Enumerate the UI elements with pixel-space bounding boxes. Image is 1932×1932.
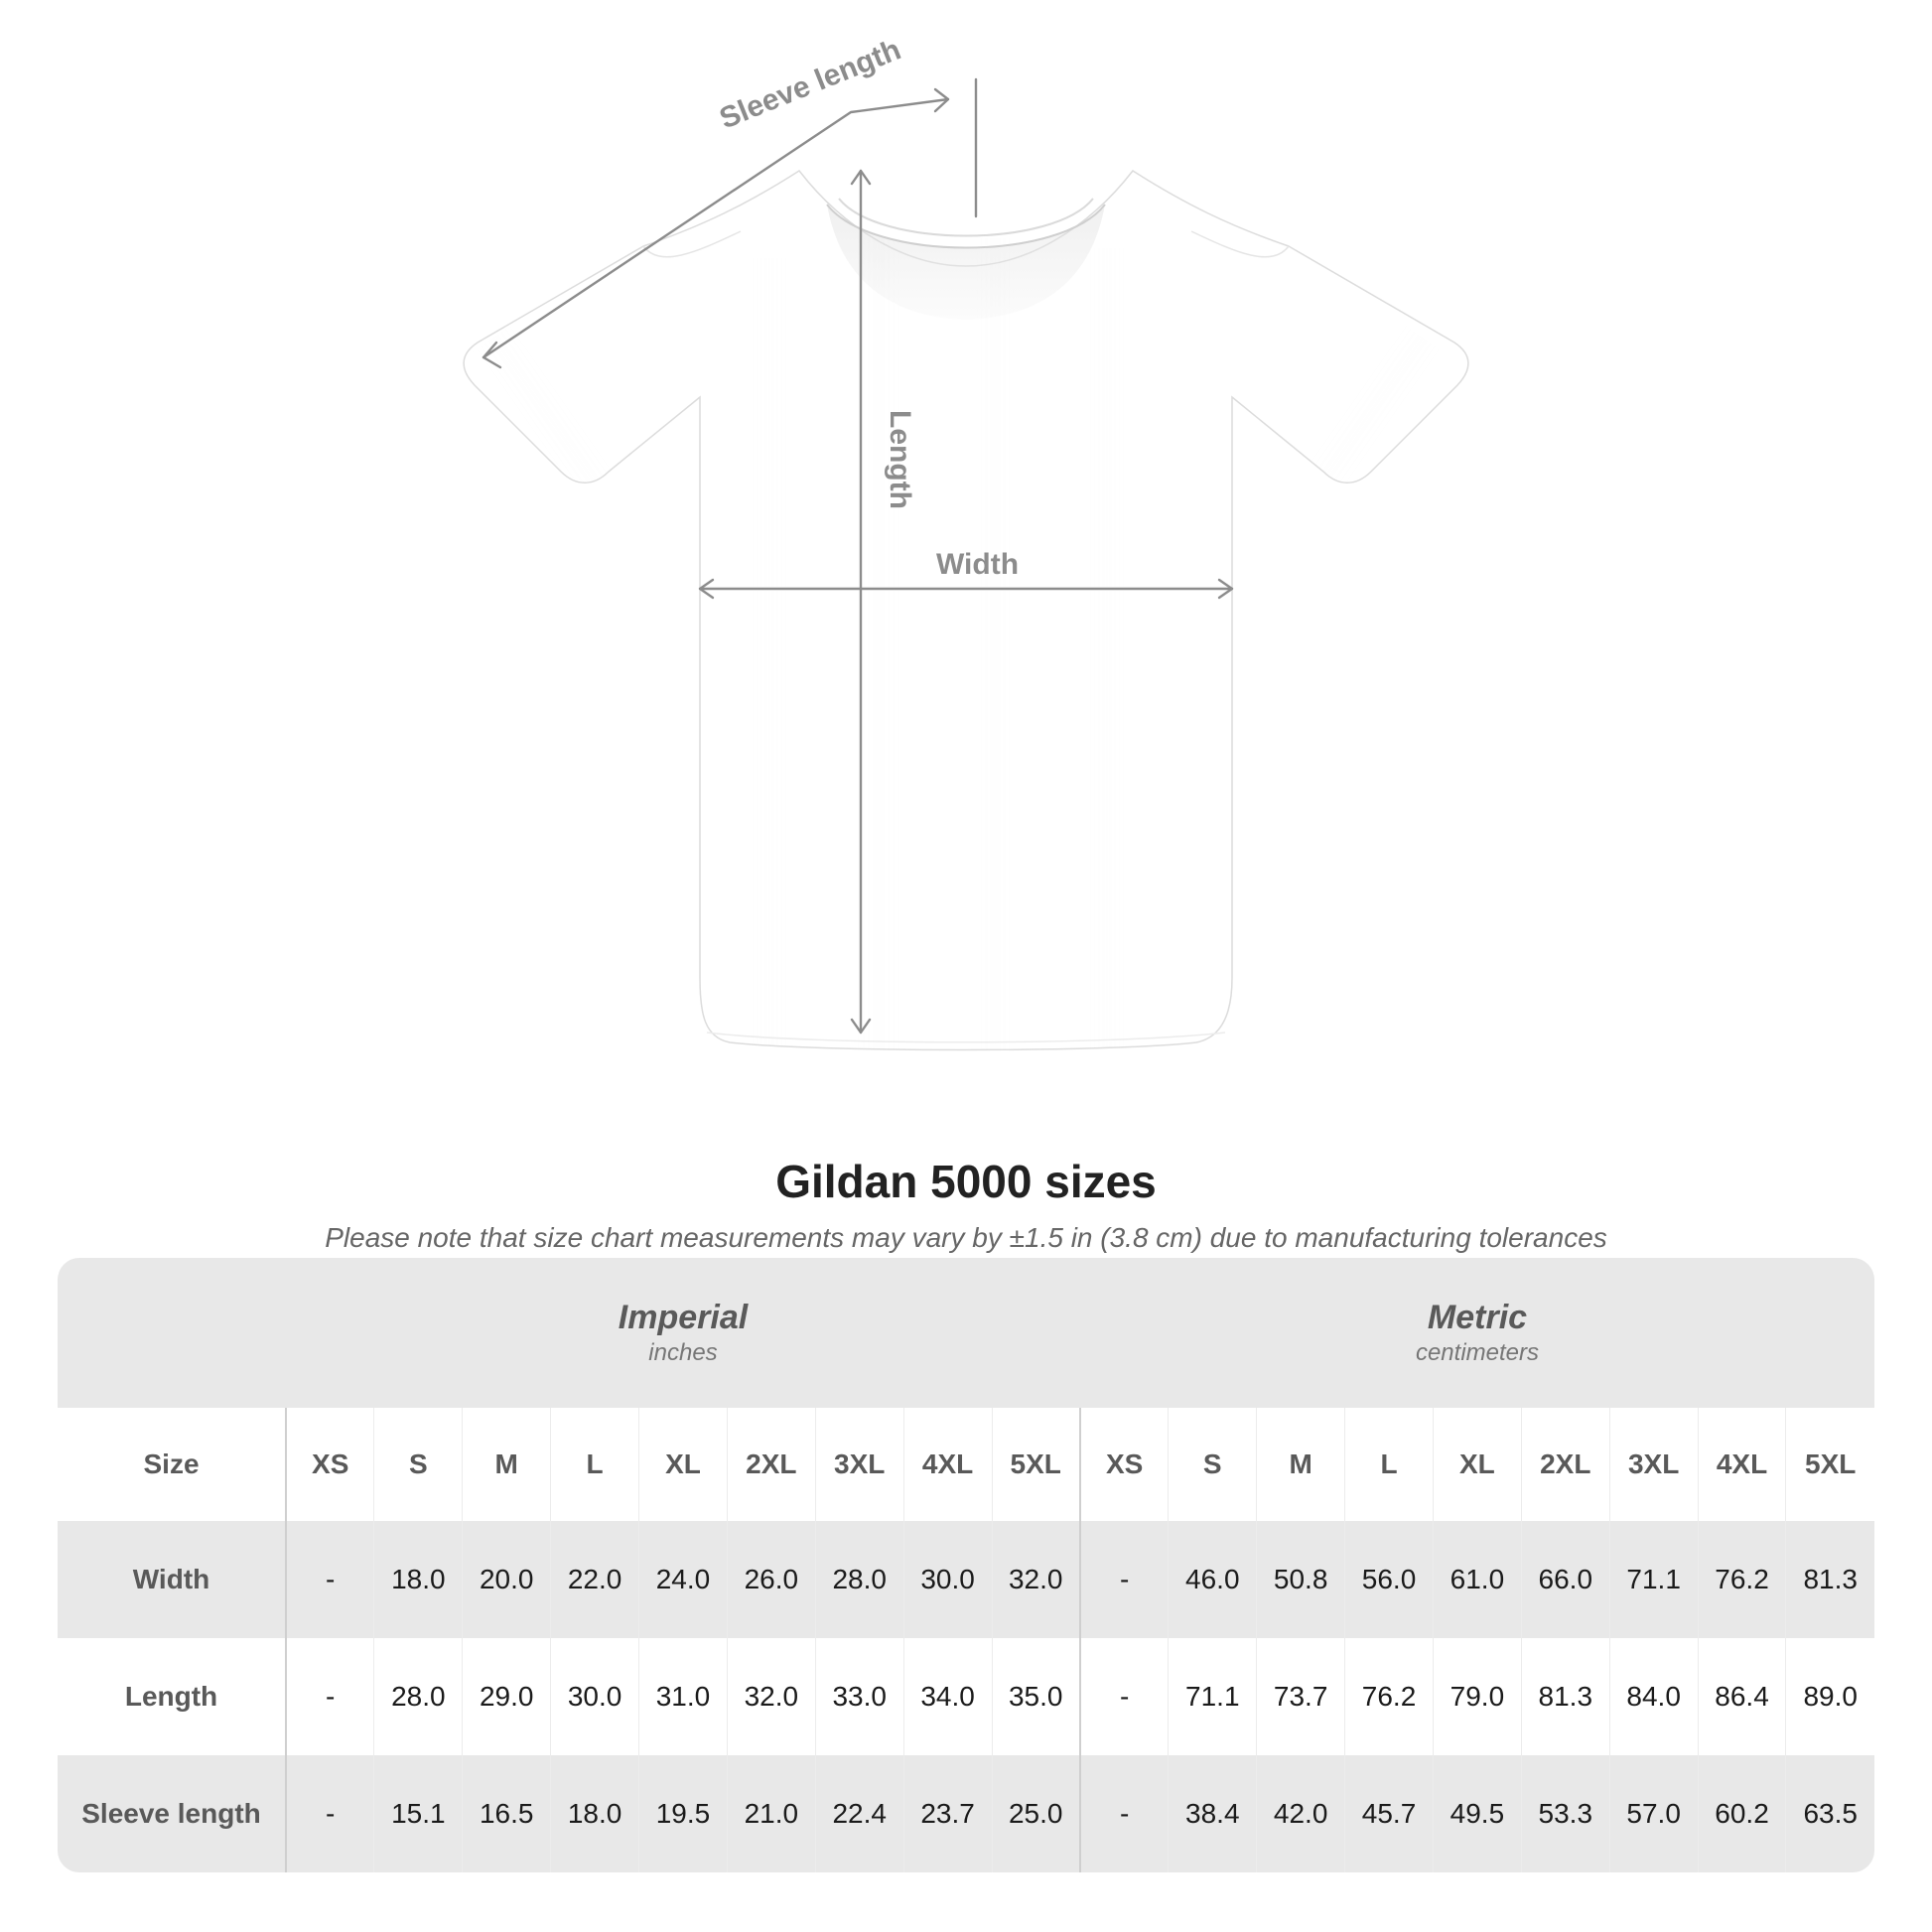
svg-text:Width: Width: [936, 548, 1019, 581]
svg-text:Length: Length: [884, 410, 916, 509]
svg-text:Sleeve length: Sleeve length: [715, 33, 905, 135]
